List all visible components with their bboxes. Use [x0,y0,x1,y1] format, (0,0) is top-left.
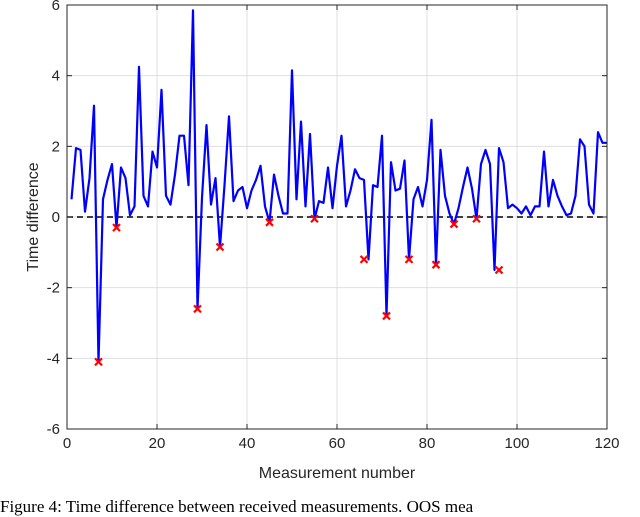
oos-markers [94,214,504,367]
oos-marker [94,357,103,367]
x-tick-label: 120 [594,435,619,452]
x-tick-label: 80 [419,435,436,452]
axis-ticks: 0 20 40 60 80 100 120 -6 -4 -2 0 2 4 6 [47,0,620,452]
oos-marker [359,255,369,264]
x-tick-label: 20 [149,435,166,452]
x-tick-label: 0 [63,435,71,452]
oos-marker [494,265,504,275]
oos-marker [112,223,121,232]
oos-marker [472,214,481,224]
oos-marker [193,304,202,314]
x-tick-label: 40 [239,435,256,452]
oos-marker [382,311,391,321]
figure-caption: Figure 4: Time difference between receiv… [0,497,474,516]
x-axis-label: Measurement number [259,465,416,482]
y-tick-label: -2 [47,280,60,297]
y-tick-label: 2 [52,138,60,155]
time-difference-series-line [70,9,607,363]
y-axis-label: Time difference [25,162,42,271]
y-tick-label: 0 [52,209,60,226]
time-difference-chart: 0 20 40 60 80 100 120 -6 -4 -2 0 2 4 6 Measurement nu… [25,0,620,482]
oos-marker [404,255,414,264]
oos-marker [215,242,225,252]
oos-marker [310,214,319,224]
oos-marker [431,260,441,269]
oos-marker [449,219,459,229]
x-tick-label: 60 [329,435,346,452]
y-tick-label: 4 [52,68,60,85]
oos-marker [265,218,274,227]
y-tick-label: -4 [47,350,60,367]
x-tick-label: 100 [504,435,529,452]
y-tick-label: -6 [47,421,60,438]
y-tick-label: 6 [52,0,60,14]
